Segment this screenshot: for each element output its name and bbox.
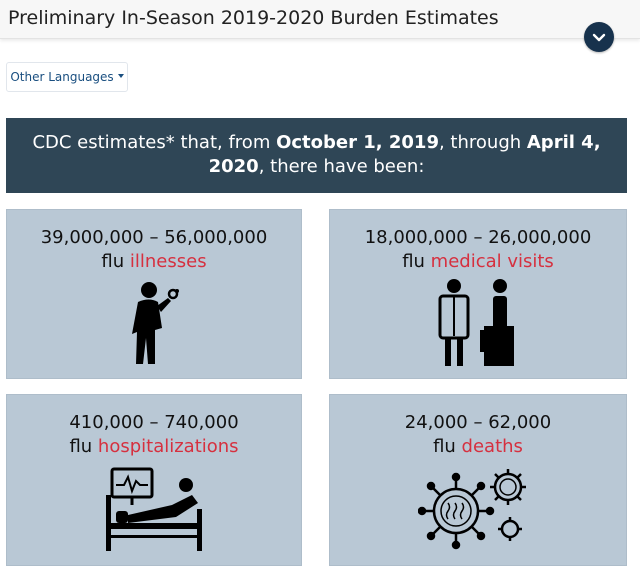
- hospitalizations-card: 410,000 – 740,000 flu hospitalizations: [6, 394, 302, 566]
- caret-down-icon: [117, 74, 124, 78]
- flu-prefix: flu: [402, 251, 431, 272]
- hospitalizations-label: flu hospitalizations: [7, 435, 301, 459]
- banner-text-mid: , through: [438, 132, 527, 153]
- flu-prefix: flu: [433, 436, 462, 457]
- deaths-label: flu deaths: [330, 435, 626, 459]
- sick-person-icon: [132, 282, 179, 364]
- other-languages-dropdown[interactable]: Other Languages: [6, 62, 128, 92]
- collapse-toggle-button[interactable]: [584, 22, 614, 52]
- hospitalizations-metric: hospitalizations: [97, 436, 239, 457]
- virus-icon: [418, 469, 526, 550]
- deaths-range: 24,000 – 62,000: [404, 412, 552, 433]
- chevron-down-icon: [592, 33, 606, 42]
- medical-visits-card: 18,000,000 – 26,000,000 flu medical visi…: [329, 209, 627, 379]
- medical-visits-label: flu medical visits: [330, 250, 626, 274]
- banner-end-date: April 4,: [526, 132, 601, 153]
- other-languages-label: Other Languages: [10, 70, 114, 84]
- flu-prefix: flu: [101, 251, 130, 272]
- hospitalizations-range: 410,000 – 740,000: [69, 412, 239, 433]
- banner-text-pre: CDC estimates* that, from: [32, 132, 277, 153]
- deaths-card: 24,000 – 62,000 flu deaths: [329, 394, 627, 566]
- banner-end-year: 2020: [208, 156, 259, 177]
- illnesses-metric: illnesses: [129, 251, 207, 272]
- illnesses-label: flu illnesses: [7, 250, 301, 274]
- page-title: Preliminary In-Season 2019-2020 Burden E…: [8, 7, 499, 29]
- doctor-patient-icon: [438, 279, 514, 366]
- medical-visits-range: 18,000,000 – 26,000,000: [364, 227, 592, 248]
- page-header: Preliminary In-Season 2019-2020 Burden E…: [0, 0, 640, 39]
- illnesses-range: 39,000,000 – 56,000,000: [40, 227, 268, 248]
- illnesses-card: 39,000,000 – 56,000,000 flu illnesses: [6, 209, 302, 379]
- medical-visits-metric: medical visits: [430, 251, 554, 272]
- banner-text-post: , there have been:: [258, 156, 425, 177]
- estimate-banner: CDC estimates* that, from October 1, 201…: [6, 118, 627, 193]
- flu-prefix: flu: [69, 436, 98, 457]
- banner-start-date: October 1, 2019: [276, 132, 439, 153]
- hospital-bed-icon: [106, 467, 202, 551]
- deaths-metric: deaths: [461, 436, 523, 457]
